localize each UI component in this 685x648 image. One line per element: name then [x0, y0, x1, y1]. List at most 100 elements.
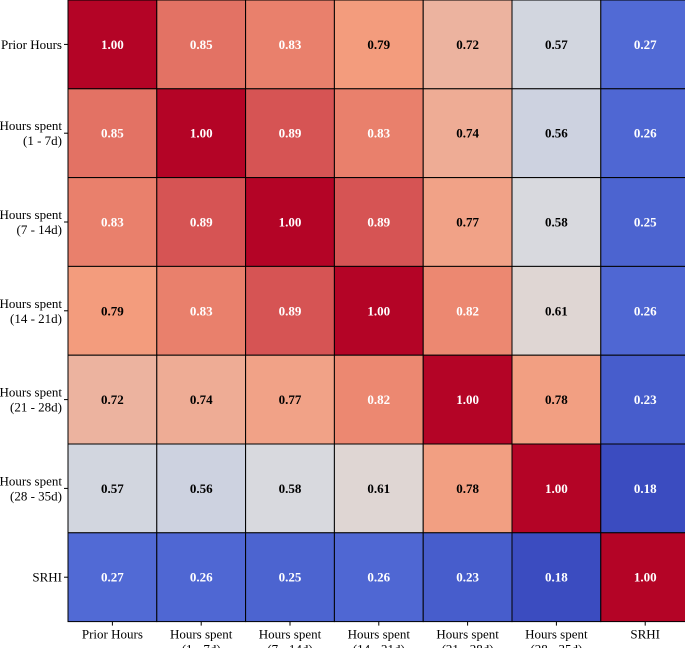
heatmap-cell	[511, 532, 602, 623]
column-tick-label: Hours spent(14 - 21d)	[348, 627, 411, 648]
row-tick-label: Hours spent (1 - 7d)	[0, 118, 62, 148]
heatmap-cell	[422, 177, 513, 267]
row-tick-label: Hours spent (14 - 21d)	[0, 296, 62, 326]
cell-value-label: 0.85	[101, 126, 124, 141]
cell-value-label: 1.00	[634, 570, 657, 585]
heatmap-cell	[422, 532, 513, 623]
heatmap-cell	[511, 265, 602, 356]
cell-value-label: 0.18	[545, 570, 568, 585]
heatmap-cell	[511, 88, 602, 179]
cell-value-label: 1.00	[456, 392, 479, 407]
heatmap-cell	[333, 177, 424, 267]
heatmap-cell	[422, 265, 513, 356]
cell-value-label: 0.56	[545, 126, 568, 141]
cell-value-label: 0.25	[279, 570, 302, 585]
cell-value-label: 0.58	[279, 481, 302, 496]
cell-value-label: 0.23	[456, 570, 479, 585]
column-tick-label: Hours spent(28 - 35d)	[525, 627, 588, 648]
cell-value-label: 0.79	[367, 37, 390, 52]
cell-value-label: 0.83	[190, 303, 213, 318]
column-tick-label: Hours spent(1 - 7d)	[170, 627, 233, 648]
cell-value-label: 0.89	[367, 215, 390, 230]
cell-value-label: 0.57	[101, 481, 124, 496]
heatmap-cell	[156, 443, 247, 534]
cell-value-label: 0.74	[456, 126, 479, 141]
cell-value-label: 0.82	[367, 392, 390, 407]
heatmap-cell	[600, 354, 685, 445]
cell-value-label: 0.78	[456, 481, 479, 496]
cell-value-label: 0.57	[545, 37, 568, 52]
row-tick-labels: Prior Hours Hours spent (1 - 7d) Hours spen…	[0, 37, 68, 585]
heatmap-cell	[245, 0, 335, 90]
heatmap-cell	[511, 0, 602, 90]
heatmap-cell	[245, 443, 335, 534]
cell-value-label: 0.77	[279, 392, 302, 407]
cell-value-label: 0.74	[190, 392, 213, 407]
row-tick-label: Hours spent (21 - 28d)	[0, 385, 62, 415]
row-tick-label: SRHI	[32, 570, 62, 585]
cell-value-label: 0.27	[101, 570, 124, 585]
heatmap-cell	[600, 532, 685, 623]
heatmap-cell	[67, 443, 158, 534]
cell-value-label: 0.58	[545, 215, 568, 230]
heatmap-cell	[245, 88, 335, 179]
heatmap-cell	[600, 0, 685, 90]
heatmap-cell	[600, 88, 685, 179]
cell-value-label: 0.89	[279, 126, 302, 141]
cell-value-label: 0.79	[101, 303, 124, 318]
cell-value-label: 0.56	[190, 481, 213, 496]
row-tick-label: Hours spent (7 - 14d)	[0, 207, 62, 237]
cell-value-label: 1.00	[545, 481, 568, 496]
heatmap-cell	[245, 354, 335, 445]
column-tick-label: Prior Hours	[82, 627, 143, 642]
cell-value-label: 0.27	[634, 37, 657, 52]
heatmap-cell	[333, 265, 424, 356]
cell-value-label: 0.83	[101, 215, 124, 230]
heatmap-cells: 1.00 0.85 0.83 0.79 0.72 0.57 0.27 0.85 1.00 0.89…	[67, 0, 685, 623]
cell-value-label: 1.00	[101, 37, 124, 52]
heatmap-cell	[422, 0, 513, 90]
cell-value-label: 0.26	[367, 570, 390, 585]
heatmap-cell	[333, 532, 424, 623]
heatmap-cell	[156, 354, 247, 445]
heatmap-cell	[156, 265, 247, 356]
cell-value-label: 0.72	[456, 37, 479, 52]
heatmap-cell	[156, 532, 247, 623]
heatmap-cell	[245, 265, 335, 356]
cell-value-label: 0.26	[190, 570, 213, 585]
cell-value-label: 0.25	[634, 215, 657, 230]
cell-value-label: 0.72	[101, 392, 124, 407]
cell-value-label: 0.85	[190, 37, 213, 52]
heatmap-cell	[333, 354, 424, 445]
cell-value-label: 0.82	[456, 303, 479, 318]
cell-value-label: 1.00	[279, 215, 302, 230]
column-tick-label: Hours spent(7 - 14d)	[259, 627, 322, 648]
cell-value-label: 0.23	[634, 392, 657, 407]
heatmap-cell	[333, 0, 424, 90]
heatmap-cell	[67, 0, 158, 90]
row-tick-label: Hours spent (28 - 35d)	[0, 473, 62, 503]
cell-value-label: 0.18	[634, 481, 657, 496]
column-tick-labels: Prior Hours Hours spent(1 - 7d) Hours spen…	[82, 621, 660, 648]
cell-value-label: 0.83	[367, 126, 390, 141]
heatmap-cell	[511, 443, 602, 534]
cell-value-label: 0.89	[190, 215, 213, 230]
cell-value-label: 0.77	[456, 215, 479, 230]
row-tick-label: Prior Hours	[1, 37, 62, 52]
heatmap-cell	[67, 88, 158, 179]
cell-value-label: 1.00	[367, 303, 390, 318]
heatmap-cell	[245, 177, 335, 267]
heatmap-cell	[333, 443, 424, 534]
cell-value-label: 0.78	[545, 392, 568, 407]
cell-value-label: 0.26	[634, 303, 657, 318]
column-tick-label: Hours spent(21 - 28d)	[436, 627, 499, 648]
heatmap-cell	[156, 88, 247, 179]
heatmap-cell	[156, 0, 247, 90]
cell-value-label: 0.89	[279, 303, 302, 318]
cell-value-label: 0.26	[634, 126, 657, 141]
heatmap-cell	[67, 532, 158, 623]
cell-value-label: 0.83	[279, 37, 302, 52]
column-tick-label: SRHI	[630, 627, 660, 642]
heatmap-cell	[67, 177, 158, 267]
